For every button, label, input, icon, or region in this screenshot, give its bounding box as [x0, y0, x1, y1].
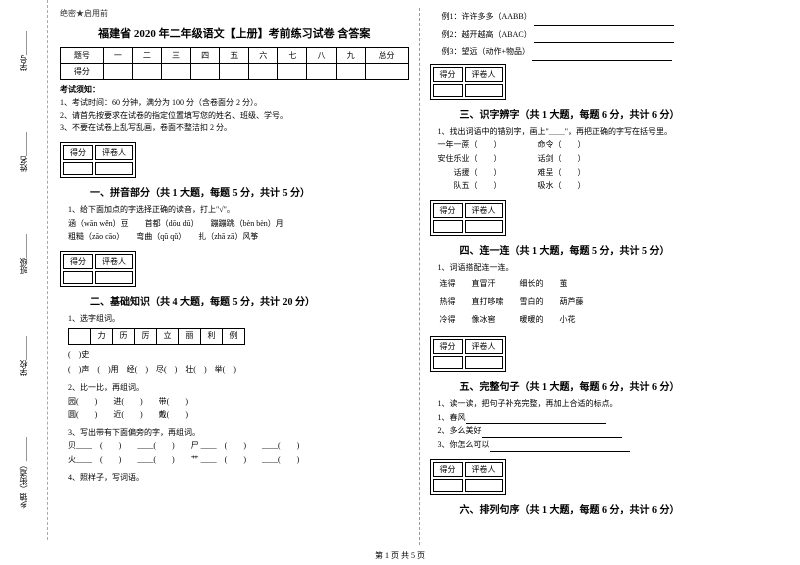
matching-table: 连得直冒汗细长的茧 热得直打哆嗦雪白的葫芦藤 冷得像冰窖暖暖的小花	[438, 274, 600, 329]
score-header: 一	[103, 48, 132, 64]
note-line: 3、不要在试卷上乱写乱画，卷面不整洁扣 2 分。	[60, 122, 409, 135]
score-header: 总分	[365, 48, 408, 64]
score-header: 二	[132, 48, 161, 64]
scorebox: 得分评卷人	[430, 336, 506, 372]
q4: 1、词语搭配连一连。 连得直冒汗细长的茧 热得直打哆嗦雪白的葫芦藤 冷得像冰窖暖…	[438, 261, 779, 329]
scorebox: 得分评卷人	[60, 251, 136, 287]
left-column: 绝密★启用前 福建省 2020 年二年级语文【上册】考前练习试卷 含答案 题号 …	[50, 8, 420, 545]
section-2-title: 二、基础知识（共 4 大题，每题 5 分，共计 20 分）	[90, 293, 409, 308]
right-column: 例1：许许多多（AABB） 例2：越开越高（ABAC） 例3：望远（动作+物品）…	[420, 8, 789, 545]
score-table: 题号 一 二 三 四 五 六 七 八 九 总分 得分	[60, 47, 409, 80]
section-4-title: 四、连一连（共 1 大题，每题 5 分，共计 5 分）	[460, 242, 779, 257]
scorebox: 得分评卷人	[430, 64, 506, 100]
sidebar-field[interactable]: 班级______	[18, 234, 29, 274]
section-5-title: 五、完整句子（共 1 大题，每题 6 分，共计 6 分）	[460, 378, 779, 393]
section-6-title: 六、排列句序（共 1 大题，每题 6 分，共计 6 分）	[460, 501, 779, 516]
q1: 1、给下面加点的字选择正确的读音，打上"√"。 涵（wān wěn）豆 首都（d…	[68, 203, 409, 244]
score-header: 七	[278, 48, 307, 64]
notes-title: 考试须知：	[60, 84, 409, 97]
section-1-title: 一、拼音部分（共 1 大题，每题 5 分，共计 5 分）	[90, 184, 409, 199]
note-line: 1、考试时间：60 分钟，满分为 100 分（含卷面分 2 分）。	[60, 97, 409, 110]
q3: 1、找出词语中的错别字，画上"＿＿"，再把正确的字写在括号里。 一年一蔗（ ） …	[438, 125, 779, 193]
binding-sidebar: 学号______ 姓名______ 班级______ 学校______ 乡镇（街…	[0, 0, 48, 540]
q5: 1、读一读，把句子补充完整，再加上合适的标点。 1、春风 2、多么美好 3、你怎…	[438, 397, 779, 451]
section-3-title: 三、识字辨字（共 1 大题，每题 6 分，共计 6 分）	[460, 106, 779, 121]
exam-title: 福建省 2020 年二年级语文【上册】考前练习试卷 含答案	[60, 25, 409, 41]
note-line: 2、请首先按要求在试卷的指定位置填写您的姓名、班级、学号。	[60, 110, 409, 123]
score-header: 三	[161, 48, 190, 64]
score-header: 题号	[61, 48, 104, 64]
page-footer: 第 1 页 共 5 页	[0, 550, 800, 561]
score-row-label: 得分	[61, 64, 104, 80]
char-grid: 力 历 厉 立 丽 利 例	[68, 328, 245, 345]
score-header: 八	[307, 48, 336, 64]
scorebox: 得分评卷人	[60, 142, 136, 178]
q2: 1、选字组词。 力 历 厉 立 丽 利 例 ( )史 ( )声 ( )用 经( …	[68, 312, 409, 484]
exam-notes: 考试须知： 1、考试时间：60 分钟，满分为 100 分（含卷面分 2 分）。 …	[60, 84, 409, 135]
sidebar-field[interactable]: 学号______	[18, 31, 29, 71]
score-header: 五	[220, 48, 249, 64]
confidential-label: 绝密★启用前	[60, 8, 409, 19]
score-header: 九	[336, 48, 365, 64]
sidebar-field[interactable]: 姓名______	[18, 132, 29, 172]
sidebar-field[interactable]: 乡镇（街道）______	[18, 437, 29, 509]
scorebox: 得分评卷人	[430, 459, 506, 495]
examples: 例1：许许多多（AABB） 例2：越开越高（ABAC） 例3：望远（动作+物品）	[442, 8, 779, 61]
score-header: 六	[249, 48, 278, 64]
page-content: 绝密★启用前 福建省 2020 年二年级语文【上册】考前练习试卷 含答案 题号 …	[0, 0, 800, 545]
sidebar-field[interactable]: 学校______	[18, 336, 29, 376]
scorebox: 得分评卷人	[430, 200, 506, 236]
score-header: 四	[191, 48, 220, 64]
